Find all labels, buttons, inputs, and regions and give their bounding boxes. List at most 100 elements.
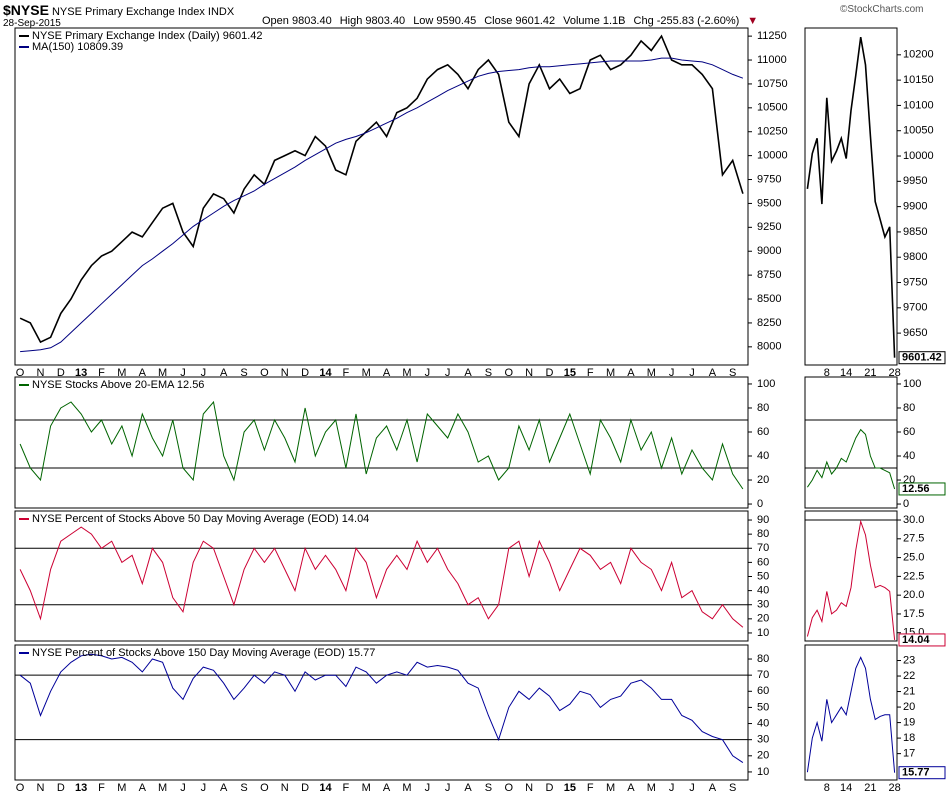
x-tick-label: M <box>402 367 411 379</box>
legend-label: NYSE Primary Exchange Index (Daily) 9601… <box>32 30 263 42</box>
price-line <box>19 34 744 344</box>
y-tick-label: 80 <box>757 528 769 540</box>
y-tick-label: 60 <box>757 556 769 568</box>
last-value-box <box>898 351 946 365</box>
y-tick-label: 30.0 <box>903 514 924 526</box>
x-tick-label: D <box>57 367 65 379</box>
x-tick-label: J <box>445 782 451 794</box>
x-tick-label: N <box>281 782 289 794</box>
x-tick-label: M <box>606 782 615 794</box>
x-tick-label: M <box>362 367 371 379</box>
x-tick-label: 28 <box>888 367 900 379</box>
quote-volume: Volume 1.1B <box>563 15 626 27</box>
y-tick-label: 10750 <box>757 78 788 90</box>
y-tick-label: 10200 <box>903 49 934 61</box>
y-tick-label: 9650 <box>903 327 927 339</box>
y-tick-label: 9800 <box>903 251 927 263</box>
x-tick-label: J <box>201 782 207 794</box>
x-tick-label: A <box>709 367 717 379</box>
panel-frame <box>14 510 749 642</box>
x-tick-label: 14 <box>840 367 852 379</box>
y-tick-label: 8500 <box>757 293 781 305</box>
y-tick-label: 60 <box>757 426 769 438</box>
x-tick-label: A <box>220 782 228 794</box>
legend-label: MA(150) 10809.39 <box>32 41 123 53</box>
x-tick-label: F <box>587 367 594 379</box>
symbol: $NYSE <box>3 2 49 18</box>
x-tick-label: O <box>16 782 25 794</box>
x-tick-label: A <box>709 782 717 794</box>
x-tick-label: J <box>669 782 675 794</box>
x-tick-label: M <box>117 782 126 794</box>
y-tick-label: 20 <box>757 750 769 762</box>
y-tick-label: 40 <box>757 717 769 729</box>
panel-frame <box>14 376 749 509</box>
y-tick-label: 30 <box>757 734 769 746</box>
x-tick-label: 21 <box>864 367 876 379</box>
x-tick-label: A <box>627 782 635 794</box>
y-tick-label: 10 <box>757 766 769 778</box>
panel-frame <box>804 376 898 509</box>
y-tick-label: 80 <box>757 402 769 414</box>
legend-label: NYSE Percent of Stocks Above 150 Day Mov… <box>32 647 375 659</box>
y-tick-label: 17.5 <box>903 608 924 620</box>
x-tick-label: 8 <box>824 367 830 379</box>
x-tick-label: M <box>402 782 411 794</box>
last-value-box <box>898 766 946 780</box>
y-tick-label: 21 <box>903 685 915 697</box>
x-tick-label: M <box>606 367 615 379</box>
x-tick-label: F <box>98 367 105 379</box>
y-tick-label: 11250 <box>757 30 787 42</box>
y-tick-label: 80 <box>757 653 769 665</box>
down-arrow: ▼ <box>747 15 759 27</box>
last-value-label: 14.04 <box>902 634 930 646</box>
y-tick-label: 9250 <box>757 221 781 233</box>
x-tick-label: M <box>362 782 371 794</box>
y-tick-label: 10150 <box>903 74 934 86</box>
x-tick-label: D <box>301 782 309 794</box>
y-tick-label: 22.5 <box>903 570 924 582</box>
y-tick-label: 27.5 <box>903 533 924 545</box>
x-tick-label: 21 <box>864 782 876 794</box>
x-tick-label: O <box>260 782 269 794</box>
y-tick-label: 100 <box>903 378 921 390</box>
y-tick-label: 70 <box>757 542 769 554</box>
x-tick-label: J <box>425 367 431 379</box>
x-tick-label: J <box>180 367 186 379</box>
x-tick-label: J <box>689 782 695 794</box>
price-line <box>20 57 744 353</box>
y-tick-label: 9700 <box>903 302 927 314</box>
y-tick-label: 8250 <box>757 317 781 329</box>
y-tick-label: 60 <box>757 685 769 697</box>
panel-frame <box>804 644 898 781</box>
legend-label: NYSE Percent of Stocks Above 50 Day Movi… <box>32 513 369 525</box>
y-tick-label: 9900 <box>903 201 927 213</box>
x-tick-label: A <box>139 367 147 379</box>
x-tick-label: S <box>729 782 736 794</box>
y-tick-label: 17 <box>903 748 915 760</box>
index-name: NYSE Primary Exchange Index <box>51 6 205 18</box>
quote: Open 9803.40 High 9803.40 Low 9590.45 Close… <box>262 15 766 27</box>
x-tick-label: O <box>260 367 269 379</box>
y-tick-label: 90 <box>757 514 769 526</box>
last-value-label: 15.77 <box>902 767 930 779</box>
y-tick-label: 9000 <box>757 245 781 257</box>
x-tick-label: 13 <box>75 367 87 379</box>
last-value-box <box>898 633 946 647</box>
quote-high: High 9803.40 <box>339 15 406 27</box>
price-line <box>806 428 896 490</box>
y-tick-label: 20 <box>757 613 769 625</box>
x-tick-label: M <box>158 367 167 379</box>
y-tick-label: 23 <box>903 654 915 666</box>
y-tick-label: 0 <box>903 498 909 510</box>
x-tick-label: 14 <box>840 782 852 794</box>
y-tick-label: 20 <box>903 701 915 713</box>
x-tick-label: N <box>525 782 533 794</box>
x-tick-label: O <box>16 367 25 379</box>
y-tick-label: 9750 <box>903 276 927 288</box>
y-tick-label: 10050 <box>903 125 934 137</box>
last-value-label: 12.56 <box>902 483 930 495</box>
x-tick-label: N <box>281 367 289 379</box>
x-tick-label: 8 <box>824 782 830 794</box>
